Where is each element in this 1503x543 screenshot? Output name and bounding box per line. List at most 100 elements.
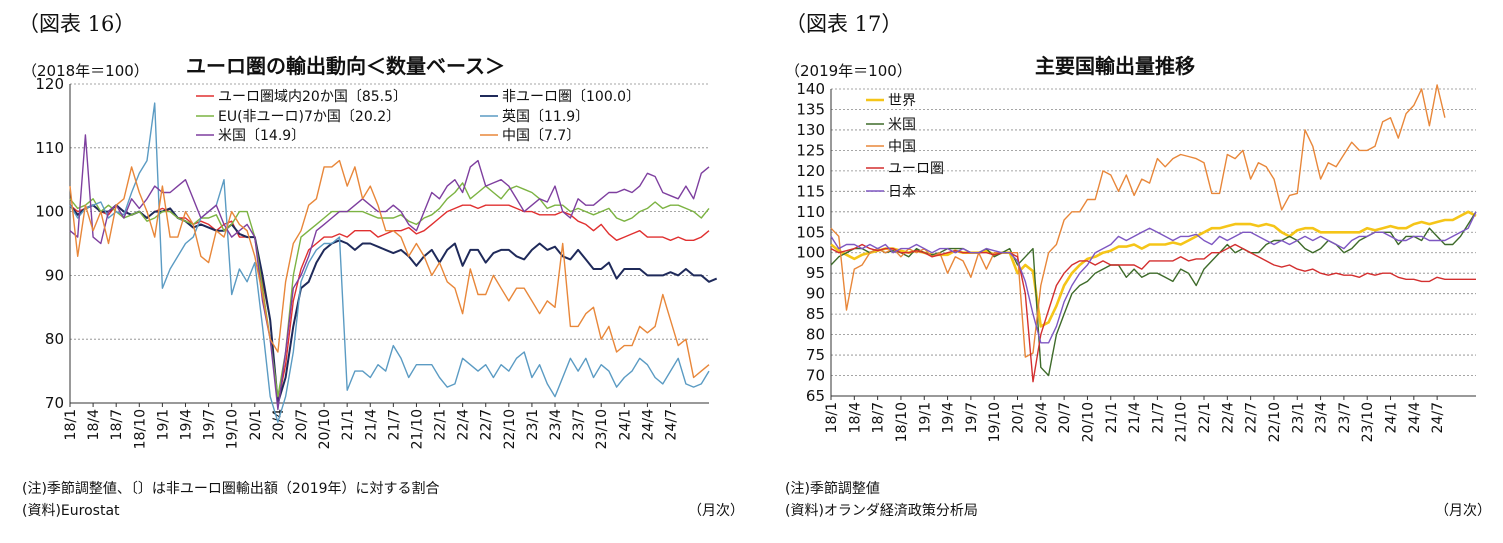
x-tick-label: 22/1	[1197, 402, 1213, 433]
y-tick-label: 120	[796, 162, 825, 180]
x-tick-label: 19/10	[225, 409, 241, 449]
note-text: (注)季節調整値	[785, 481, 880, 497]
x-tick-label: 21/10	[409, 409, 425, 449]
x-tick-label: 18/4	[847, 402, 863, 434]
x-tick-label: 23/10	[1360, 402, 1376, 442]
x-tick-label: 24/4	[640, 409, 656, 441]
series-line	[69, 102, 710, 423]
y-tick-label: 115	[796, 182, 825, 200]
y-tick-label: 105	[796, 223, 825, 241]
x-tick-label: 23/4	[548, 409, 564, 441]
y-tick-label: 135	[796, 100, 825, 118]
x-tick-label: 21/4	[1127, 402, 1143, 434]
legend-label: 英国〔11.9〕	[502, 108, 589, 125]
x-tick-label: 22/10	[502, 409, 518, 449]
x-tick-label: 23/1	[1290, 402, 1306, 433]
series-line	[830, 243, 1476, 383]
period-label: （月次）	[1435, 503, 1491, 519]
x-tick-label: 21/1	[340, 409, 356, 440]
x-tick-label: 20/4	[1034, 402, 1050, 434]
legend-label: 世界	[888, 93, 916, 109]
x-tick-label: 23/1	[525, 409, 541, 440]
legend-label: 米国	[888, 117, 916, 133]
chart-17-svg: 65 70 75 80 85 90 95 100 105 110 115 120 125 130 135 14…	[796, 80, 1477, 442]
x-tick-label: 19/4	[941, 402, 957, 434]
y-tick-label: 110	[35, 139, 64, 157]
series-line	[830, 211, 1477, 344]
x-tick-label: 18/10	[894, 402, 910, 442]
x-tick-label: 18/7	[871, 402, 887, 433]
x-tick-label: 23/7	[571, 409, 587, 440]
x-tick-label: 20/1	[248, 409, 264, 440]
x-tick-label: 21/7	[1150, 402, 1166, 433]
y-tick-label: 80	[806, 326, 825, 344]
y-tick-label: 95	[806, 264, 825, 282]
legend-label: EU(非ユーロ)7か国〔20.2〕	[218, 109, 400, 125]
x-tick-label: 19/7	[202, 409, 218, 440]
legend-label: 中国〔7.7〕	[502, 128, 580, 144]
x-tick-label: 24/1	[1384, 402, 1400, 433]
x-tick-label: 19/10	[987, 402, 1003, 442]
x-tick-label: 21/7	[386, 409, 402, 440]
y-tick-label: 70	[45, 394, 64, 412]
x-tick-label: 24/7	[1430, 402, 1446, 433]
x-tick-label: 23/10	[594, 409, 610, 449]
source-text: (資料)オランダ経済政策分析局	[785, 503, 978, 519]
series-line	[69, 182, 710, 398]
y-tick-label: 100	[796, 244, 825, 262]
x-tick-label: 20/7	[1057, 402, 1073, 433]
y-tick-label: 75	[806, 346, 825, 364]
x-tick-label: 23/4	[1314, 402, 1330, 434]
series-line	[69, 204, 718, 404]
x-tick-label: 23/7	[1337, 402, 1353, 433]
chart-title: 主要国輸出量推移	[1035, 54, 1195, 78]
y-tick-label: 70	[806, 367, 825, 385]
chart-title: ユーロ圏の輸出動向＜数量ベース＞	[186, 54, 505, 78]
x-tick-label: 19/1	[155, 409, 171, 440]
x-tick-label: 24/7	[664, 409, 680, 440]
legend-label: ユーロ圏	[888, 161, 944, 177]
x-tick-label: 21/10	[1174, 402, 1190, 442]
x-tick-label: 22/10	[1267, 402, 1283, 442]
x-tick-label: 22/7	[1244, 402, 1260, 433]
x-tick-label: 24/4	[1407, 402, 1423, 434]
x-tick-label: 18/4	[86, 409, 102, 441]
x-tick-label: 19/4	[178, 409, 194, 441]
legend-label: 非ユーロ圏〔100.0〕	[502, 89, 640, 105]
legend-label: 中国	[888, 139, 916, 155]
period-label: （月次）	[688, 503, 744, 519]
unit-label: （2018年＝100）	[22, 62, 149, 80]
figure-16-panel: （図表 16） （2018年＝100） ユーロ圏の輸出動向＜数量ベース＞ 70 8…	[0, 0, 750, 543]
series-line	[69, 204, 710, 404]
y-tick-label: 125	[796, 141, 825, 159]
x-tick-label: 22/4	[1220, 402, 1236, 434]
x-tick-label: 20/7	[294, 409, 310, 440]
y-tick-label: 80	[45, 330, 64, 348]
legend-label: 日本	[888, 184, 916, 200]
chart-16-svg: 70 80 90 100 110 120 18/1 18/4 18/7 18/10 19/1 19/4…	[35, 75, 718, 449]
y-tick-label: 130	[796, 121, 825, 139]
x-tick-label: 20/10	[1080, 402, 1096, 442]
x-tick-label: 21/1	[1104, 402, 1120, 433]
x-tick-label: 18/1	[824, 402, 840, 433]
figure-label: （図表 17）	[785, 12, 903, 36]
y-tick-label: 90	[806, 285, 825, 303]
y-tick-label: 85	[806, 305, 825, 323]
y-tick-label: 120	[35, 75, 64, 93]
series-line	[830, 84, 1446, 358]
x-tick-label: 19/1	[917, 402, 933, 433]
x-tick-label: 22/7	[479, 409, 495, 440]
x-tick-label: 22/4	[456, 409, 472, 441]
unit-label: （2019年＝100）	[785, 62, 912, 80]
y-tick-label: 140	[796, 80, 825, 98]
x-tick-label: 22/1	[433, 409, 449, 440]
figure-label: （図表 16）	[18, 12, 136, 36]
legend-label: 米国〔14.9〕	[218, 128, 305, 144]
series-line	[830, 210, 1477, 328]
x-tick-label: 18/10	[132, 409, 148, 449]
note-text: (注)季節調整値、〔〕は非ユーロ圏輸出額（2019年）に対する割合	[22, 481, 440, 497]
y-tick-label: 90	[45, 266, 64, 284]
x-tick-label: 18/1	[63, 409, 79, 440]
x-tick-label: 20/4	[271, 409, 287, 441]
figure-17-panel: （図表 17） （2019年＝100） 主要国輸出量推移 65 70 75 80 85 9…	[770, 0, 1503, 543]
